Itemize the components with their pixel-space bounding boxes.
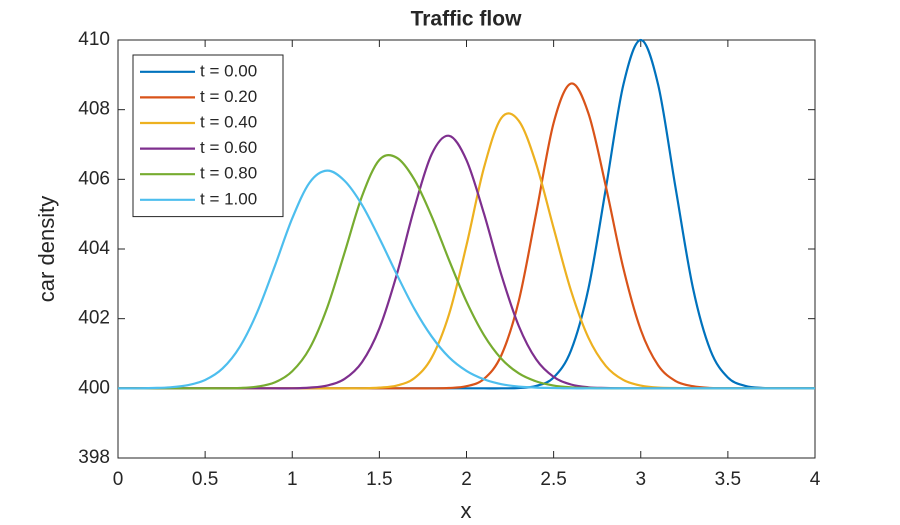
x-tick-label: 2.5 [540, 469, 566, 490]
legend-label: t = 0.80 [200, 164, 257, 183]
legend-label: t = 0.40 [200, 112, 257, 131]
y-tick-label: 402 [78, 308, 110, 329]
legend-label: t = 0.20 [200, 87, 257, 106]
x-tick-label: 4 [810, 469, 821, 490]
y-tick-label: 398 [78, 447, 110, 468]
x-tick-label: 1.5 [366, 469, 392, 490]
chart-title: Traffic flow [411, 8, 523, 31]
legend-label: t = 0.00 [200, 61, 257, 80]
x-tick-label: 3.5 [715, 469, 741, 490]
legend-box [132, 54, 284, 218]
y-tick-label: 410 [78, 29, 110, 50]
y-tick-label: 404 [78, 238, 110, 259]
legend-label: t = 0.60 [200, 138, 257, 157]
x-tick-label: 2 [461, 469, 472, 490]
y-tick-label: 408 [78, 99, 110, 120]
y-tick-label: 400 [78, 377, 110, 398]
legend: t = 0.00 t = 0.20 t = 0.40 t = 0.60 t = 0.80… [132, 54, 284, 218]
x-tick-label: 3 [635, 469, 646, 490]
y-tick-label: 406 [78, 168, 110, 189]
x-tick-label: 1 [287, 469, 298, 490]
x-axis-label: x [461, 498, 472, 523]
y-axis-label: car density [34, 196, 59, 302]
x-tick-label: 0 [113, 469, 124, 490]
legend-label: t = 1.00 [200, 189, 257, 208]
data-line [117, 169, 815, 390]
x-tick-label: 0.5 [192, 469, 218, 490]
